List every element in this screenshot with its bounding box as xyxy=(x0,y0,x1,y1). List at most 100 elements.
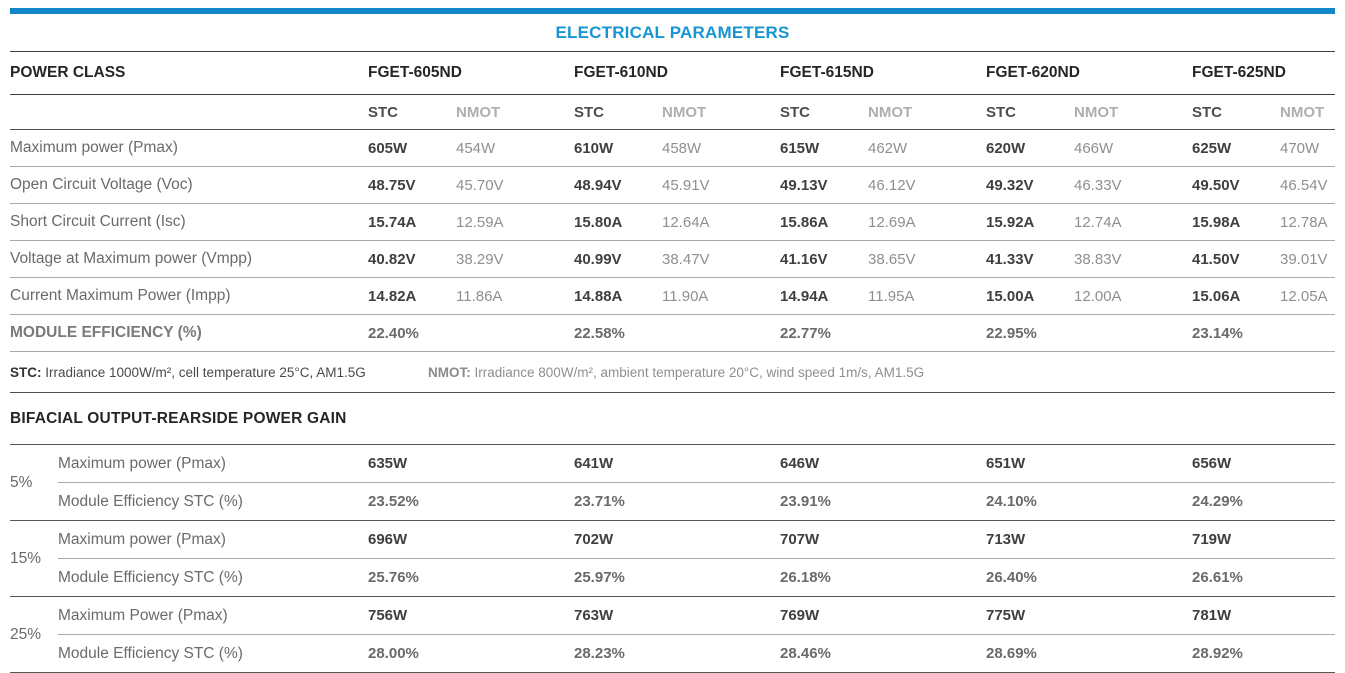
stc-value: 40.82V xyxy=(368,250,416,268)
electrical-rows: Maximum power (Pmax) 605W 454W 610W 458W 615W… xyxy=(10,130,1335,352)
stc-value: 22.95% xyxy=(986,324,1037,342)
param-label: Short Circuit Current (Isc) xyxy=(10,213,186,230)
nmot-subheader: NMOT xyxy=(1074,103,1119,121)
gain-efficiency-value: 24.10% xyxy=(986,493,1037,510)
nmot-value: 38.47V xyxy=(662,250,710,268)
gain-power-value: 713W xyxy=(986,531,1026,548)
stc-value: 40.99V xyxy=(574,250,622,268)
gain-power-value: 763W xyxy=(574,607,614,624)
nmot-value: 462W xyxy=(868,139,908,157)
stc-value: 22.77% xyxy=(780,324,831,342)
nmot-subheader: NMOT xyxy=(1280,103,1325,121)
stc-subheader: STC xyxy=(986,103,1016,121)
stc-value: 15.80A xyxy=(574,213,623,231)
stc-value: 23.14% xyxy=(1192,324,1243,342)
gain-power-value: 707W xyxy=(780,531,820,548)
nmot-value: 12.64A xyxy=(662,213,710,231)
stc-value: 15.06A xyxy=(1192,287,1241,305)
gain-efficiency-value: 24.29% xyxy=(1192,493,1243,510)
nmot-value: 466W xyxy=(1074,139,1114,157)
stc-value: 615W xyxy=(780,139,820,157)
nmot-value: 470W xyxy=(1280,139,1320,157)
model-header: FGET-625ND xyxy=(1192,64,1286,81)
param-row: MODULE EFFICIENCY (%) 22.40% 22.58% 22.77% 2… xyxy=(10,315,1335,352)
footnote-stc-text: Irradiance 1000W/m², cell temperature 25… xyxy=(41,364,366,380)
stc-value: 15.00A xyxy=(986,287,1035,305)
gain-row-label: Module Efficiency STC (%) xyxy=(58,644,243,662)
nmot-value: 12.78A xyxy=(1280,213,1328,231)
stc-value: 15.92A xyxy=(986,213,1035,231)
bifacial-heading-row: BIFACIAL OUTPUT-REARSIDE POWER GAIN xyxy=(10,393,1335,444)
gain-power-value: 719W xyxy=(1192,531,1232,548)
gain-power-value: 635W xyxy=(368,455,408,472)
nmot-value: 45.70V xyxy=(456,176,504,194)
model-header: FGET-605ND xyxy=(368,64,462,81)
gain-efficiency-value: 23.91% xyxy=(780,493,831,510)
nmot-value: 454W xyxy=(456,139,496,157)
model-header-row: POWER CLASS FGET-605ND FGET-610ND FGET-615… xyxy=(10,52,1335,95)
bifacial-heading: BIFACIAL OUTPUT-REARSIDE POWER GAIN xyxy=(10,409,347,427)
nmot-subheader: NMOT xyxy=(868,103,913,121)
footnote-stc-label: STC: xyxy=(10,364,42,380)
stc-value: 15.74A xyxy=(368,213,417,231)
electrical-parameters-table: POWER CLASS FGET-605ND FGET-610ND FGET-615… xyxy=(10,52,1335,352)
footnote-nmot: NMOT: Irradiance 800W/m², ambient temper… xyxy=(428,365,924,380)
param-label: Current Maximum Power (Impp) xyxy=(10,287,231,304)
stc-value: 620W xyxy=(986,139,1026,157)
gain-row-label: Module Efficiency STC (%) xyxy=(58,492,243,510)
gain-power-value: 651W xyxy=(986,455,1026,472)
param-row: Short Circuit Current (Isc) 15.74A 12.59A 1… xyxy=(10,204,1335,241)
stc-value: 14.94A xyxy=(780,287,829,305)
stc-subheader: STC xyxy=(780,103,810,121)
param-label: Maximum power (Pmax) xyxy=(10,139,178,156)
nmot-value: 12.05A xyxy=(1280,287,1328,305)
page-title: ELECTRICAL PARAMETERS xyxy=(555,22,790,42)
stc-value: 22.58% xyxy=(574,324,625,342)
param-row: Maximum power (Pmax) 605W 454W 610W 458W 615W… xyxy=(10,130,1335,167)
gain-efficiency-value: 23.52% xyxy=(368,493,419,510)
param-row: Voltage at Maximum power (Vmpp) 40.82V 38.… xyxy=(10,241,1335,278)
nmot-value: 38.65V xyxy=(868,250,916,268)
gain-label: 15% xyxy=(10,549,42,567)
gain-efficiency-value: 23.71% xyxy=(574,493,625,510)
model-header: FGET-610ND xyxy=(574,64,668,81)
gain-row: Module Efficiency STC (%) 25.76% 25.97% 26.… xyxy=(58,558,1335,596)
gain-efficiency-value: 28.69% xyxy=(986,645,1037,662)
gain-row: Maximum power (Pmax) 696W 702W 707W 713W 719W xyxy=(58,521,1335,558)
footnote-stc: STC: Irradiance 1000W/m², cell temperatu… xyxy=(10,365,428,380)
stc-value: 49.32V xyxy=(986,176,1034,194)
param-row: Current Maximum Power (Impp) 14.82A 11.86A… xyxy=(10,278,1335,315)
gain-row-label: Maximum power (Pmax) xyxy=(58,530,226,548)
gain-efficiency-value: 28.46% xyxy=(780,645,831,662)
gain-rows: Maximum Power (Pmax) 756W 763W 769W 775W 781W… xyxy=(58,597,1335,672)
gain-efficiency-value: 28.00% xyxy=(368,645,419,662)
nmot-value: 38.83V xyxy=(1074,250,1122,268)
gain-label: 5% xyxy=(10,473,33,491)
stc-value: 48.94V xyxy=(574,176,622,194)
nmot-value: 12.59A xyxy=(456,213,504,231)
gain-power-value: 696W xyxy=(368,531,408,548)
gain-row-label: Maximum power (Pmax) xyxy=(58,454,226,472)
gain-group: 25% Maximum Power (Pmax) 756W 763W 769W 775W 7… xyxy=(10,596,1335,672)
stc-value: 49.50V xyxy=(1192,176,1240,194)
nmot-value: 38.29V xyxy=(456,250,504,268)
stc-value: 41.33V xyxy=(986,250,1034,268)
nmot-value: 46.33V xyxy=(1074,176,1122,194)
gain-power-value: 769W xyxy=(780,607,820,624)
stc-subheader: STC xyxy=(1192,103,1222,121)
nmot-subheader: NMOT xyxy=(662,103,707,121)
model-header: FGET-615ND xyxy=(780,64,874,81)
gain-row: Maximum Power (Pmax) 756W 763W 769W 775W 781W xyxy=(58,597,1335,634)
title-row: ELECTRICAL PARAMETERS xyxy=(10,14,1335,52)
datasheet-page: ELECTRICAL PARAMETERS POWER CLASS FGET-6… xyxy=(0,8,1345,673)
stc-value: 625W xyxy=(1192,139,1232,157)
stc-value: 15.86A xyxy=(780,213,829,231)
gain-row: Module Efficiency STC (%) 23.52% 23.71% 23.… xyxy=(58,482,1335,520)
stc-value: 14.88A xyxy=(574,287,623,305)
top-accent-bar xyxy=(10,8,1335,14)
gain-power-value: 756W xyxy=(368,607,408,624)
stc-value: 41.50V xyxy=(1192,250,1240,268)
gain-power-value: 702W xyxy=(574,531,614,548)
nmot-value: 12.00A xyxy=(1074,287,1122,305)
gain-efficiency-value: 26.40% xyxy=(986,569,1037,586)
